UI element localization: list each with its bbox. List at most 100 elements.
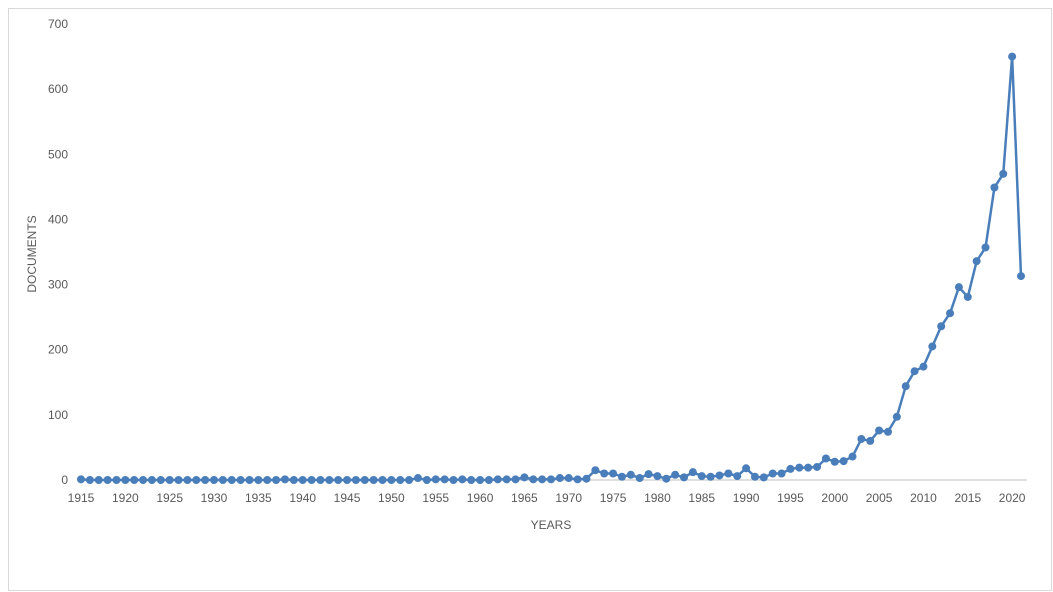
data-point (467, 476, 476, 484)
data-point (396, 476, 405, 484)
data-point (520, 473, 529, 482)
x-tick-label: 2020 (999, 491, 1026, 505)
data-point (449, 476, 458, 484)
data-point (804, 463, 813, 472)
data-point (85, 476, 94, 484)
x-tick-label: 1995 (777, 491, 804, 505)
data-point (413, 474, 422, 483)
data-point (617, 472, 626, 481)
data-point (174, 476, 183, 484)
data-point (626, 470, 635, 479)
x-tick-label: 2010 (910, 491, 937, 505)
data-point (795, 463, 804, 472)
data-point (662, 474, 671, 483)
data-point (493, 475, 502, 484)
data-point (334, 476, 343, 484)
data-point (130, 476, 139, 484)
data-point (724, 469, 733, 478)
chart-frame (8, 8, 1052, 591)
data-point (103, 476, 112, 484)
data-point (360, 476, 369, 484)
data-point (139, 476, 148, 484)
x-tick-label: 1935 (245, 491, 272, 505)
data-point (484, 476, 493, 484)
y-tick-label: 300 (48, 278, 68, 292)
data-point (848, 452, 857, 461)
data-point (263, 476, 272, 484)
data-point (343, 476, 352, 484)
data-point (972, 257, 981, 266)
data-point (582, 474, 591, 483)
data-point (94, 476, 103, 484)
data-point (768, 469, 777, 478)
data-point (875, 426, 884, 435)
y-tick-label: 200 (48, 343, 68, 357)
data-point (821, 454, 830, 463)
x-tick-label: 1960 (467, 491, 494, 505)
data-point (990, 183, 999, 192)
data-point (999, 169, 1008, 178)
data-point (857, 434, 866, 443)
data-point (156, 476, 165, 484)
data-point (325, 476, 334, 484)
data-point (609, 469, 618, 478)
data-point (405, 476, 414, 484)
data-point (192, 476, 201, 484)
data-point (946, 309, 955, 318)
data-point (201, 476, 210, 484)
x-tick-label: 1925 (156, 491, 183, 505)
data-point (511, 475, 520, 484)
data-point (910, 367, 919, 376)
data-point (369, 476, 378, 484)
data-point (378, 476, 387, 484)
data-point (387, 476, 396, 484)
data-point (147, 476, 156, 484)
y-axis-ticks: 0 100 200 300 400 500 600 700 (48, 17, 68, 487)
x-tick-label: 1955 (422, 491, 449, 505)
data-point (351, 476, 360, 484)
x-tick-label: 1965 (511, 491, 538, 505)
data-point (547, 475, 555, 484)
data-point (954, 283, 963, 292)
data-point (742, 464, 751, 473)
data-point (786, 464, 795, 473)
data-point (529, 475, 538, 484)
data-point (236, 476, 245, 484)
data-point (733, 472, 742, 481)
data-point (671, 470, 680, 479)
data-point (555, 474, 564, 483)
data-point (963, 292, 972, 301)
y-tick-label: 0 (61, 473, 68, 487)
data-point (298, 476, 307, 484)
data-point (272, 476, 281, 484)
data-point (564, 474, 573, 483)
data-point (750, 472, 759, 481)
x-tick-label: 1940 (289, 491, 316, 505)
series-points (77, 52, 1025, 484)
data-point (901, 382, 910, 391)
x-tick-label: 1985 (688, 491, 715, 505)
data-point (280, 475, 289, 484)
data-point (538, 475, 547, 484)
data-point (254, 476, 263, 484)
data-point (892, 412, 901, 421)
x-tick-label: 1920 (112, 491, 139, 505)
data-point (1017, 272, 1025, 281)
data-point (839, 457, 848, 466)
data-point (422, 476, 431, 484)
data-point (245, 476, 254, 484)
x-tick-label: 2000 (821, 491, 848, 505)
data-point (210, 476, 219, 484)
y-tick-label: 600 (48, 82, 68, 96)
data-point (830, 457, 839, 466)
data-point (635, 474, 644, 483)
x-tick-label: 1930 (201, 491, 228, 505)
data-point (706, 472, 715, 481)
data-point (458, 475, 467, 484)
x-tick-label: 1990 (733, 491, 760, 505)
data-point (715, 471, 724, 480)
data-point (653, 472, 662, 481)
data-point (77, 475, 85, 484)
data-point (289, 476, 298, 484)
